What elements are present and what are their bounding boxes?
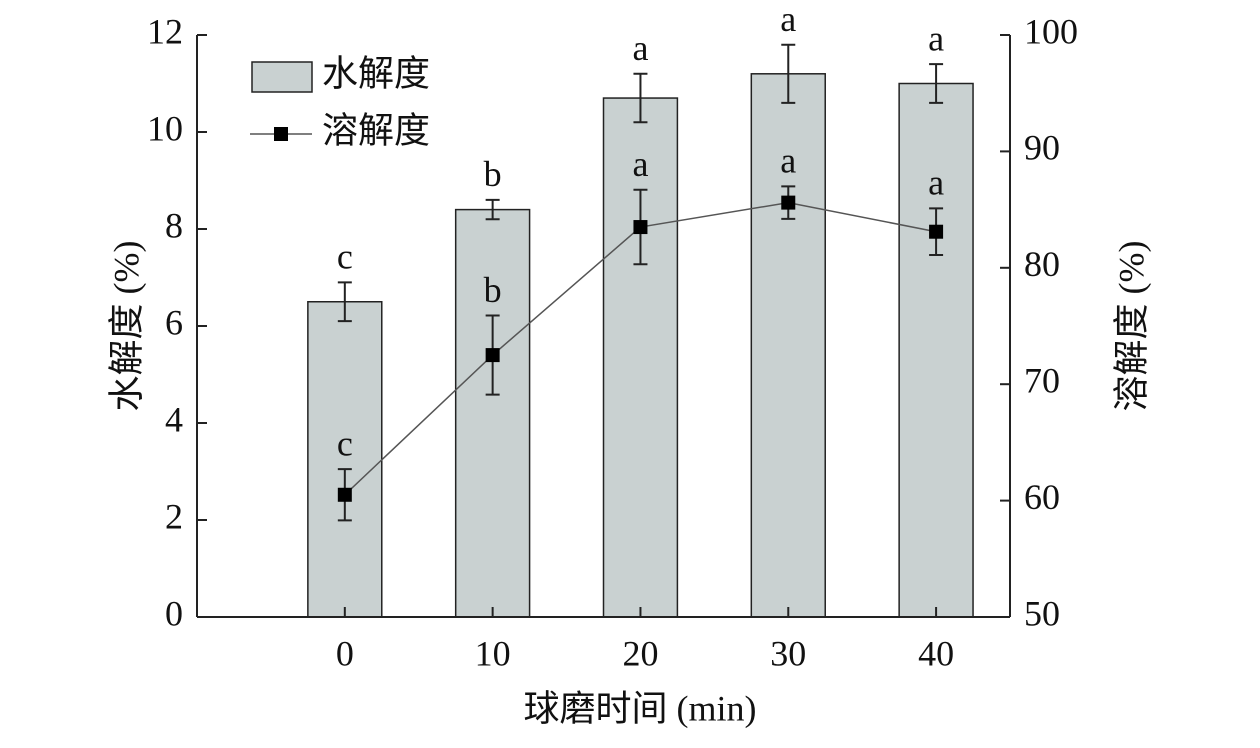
x-axis-label: 球磨时间 (min): [524, 688, 757, 728]
error-bar: [485, 198, 500, 221]
bar: [454, 208, 531, 618]
legend-swatch: [251, 61, 313, 93]
y-tick-label: 2: [165, 496, 183, 536]
significance-letter: a: [780, 0, 796, 39]
x-tick-label: 20: [622, 633, 658, 673]
y2-tick-label: 50: [1024, 593, 1060, 633]
x-tick-label: 30: [770, 633, 806, 673]
significance-letter: c: [337, 237, 353, 277]
y-tick-label: 6: [165, 302, 183, 342]
bar: [750, 73, 826, 618]
x-tick-label: 10: [475, 633, 511, 673]
marker: [337, 487, 352, 502]
x-tick-label: 40: [918, 633, 954, 673]
marker: [781, 195, 796, 210]
marker: [633, 220, 648, 235]
y2-tick-label: 90: [1024, 128, 1060, 168]
marker: [929, 224, 944, 239]
legend-label: 水解度: [322, 53, 430, 93]
legend-marker: [274, 127, 288, 141]
significance-letter: a: [928, 18, 944, 58]
y2-tick-label: 70: [1024, 360, 1060, 400]
error-bar: [633, 72, 648, 124]
legend-label: 溶解度: [322, 110, 430, 150]
y-axis-label: 水解度 (%): [106, 241, 146, 412]
y-tick-label: 0: [165, 593, 183, 633]
significance-letter: a: [632, 28, 648, 68]
y-tick-label: 12: [147, 11, 183, 51]
y2-tick-label: 100: [1024, 11, 1078, 51]
y-tick-label: 4: [165, 399, 183, 439]
significance-letter: b: [484, 154, 502, 194]
significance-letter: a: [780, 141, 796, 181]
error-bar: [337, 281, 352, 323]
bar: [898, 82, 974, 618]
y2-tick-label: 60: [1024, 477, 1060, 517]
x-tick-label: 0: [336, 633, 354, 673]
error-bar: [781, 43, 796, 104]
y2-tick-label: 80: [1024, 244, 1060, 284]
bar: [307, 301, 383, 618]
significance-letter: b: [484, 270, 502, 310]
y-tick-label: 10: [147, 108, 183, 148]
y-tick-label: 8: [165, 205, 183, 245]
significance-letter: c: [337, 423, 353, 463]
marker: [485, 348, 500, 363]
error-bar: [929, 63, 944, 104]
significance-letter: a: [928, 163, 944, 203]
significance-letter: a: [632, 144, 648, 184]
y2-axis-label: 溶解度 (%): [1111, 241, 1151, 412]
